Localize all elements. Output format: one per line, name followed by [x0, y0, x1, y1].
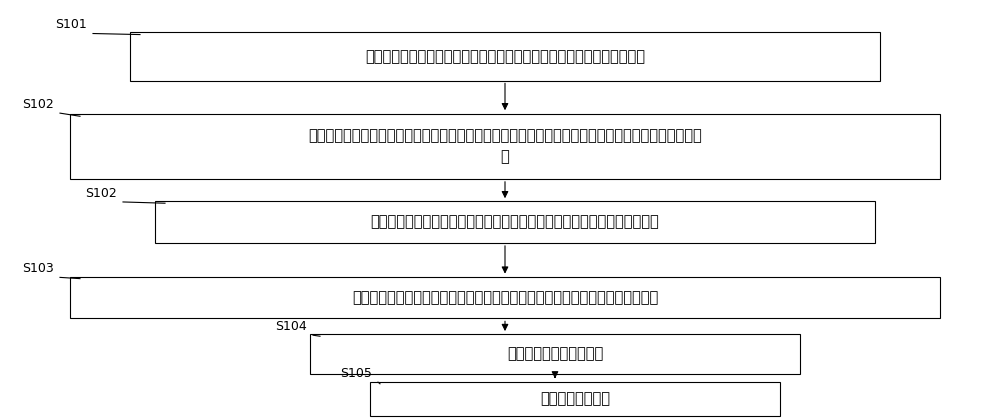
- Text: S102: S102: [22, 98, 54, 111]
- Bar: [70, 277, 940, 318]
- Text: 流面积法计算脉搏波速度: 流面积法计算脉搏波速度: [507, 347, 603, 362]
- Text: 计算动脉血压波形: 计算动脉血压波形: [540, 391, 610, 406]
- Text: 两个超声换能器均发射和接收超声信号，并对接收到的超声信号高频采样: 两个超声换能器均发射和接收超声信号，并对接收到的超声信号高频采样: [365, 49, 645, 64]
- Text: 利用与动脉血管呈夹角设置的超声换能器所接收的超声信号，计算动脉血液流量: 利用与动脉血管呈夹角设置的超声换能器所接收的超声信号，计算动脉血液流量: [352, 290, 658, 305]
- Bar: [70, 114, 940, 179]
- Text: 利用垂直于动脉血管的超声换能器所接收的超声信号，计算动脉的横截面积: 利用垂直于动脉血管的超声换能器所接收的超声信号，计算动脉的横截面积: [371, 215, 659, 230]
- Text: S103: S103: [22, 262, 54, 275]
- Bar: [310, 334, 800, 374]
- Text: S105: S105: [340, 367, 372, 380]
- Text: S104: S104: [275, 320, 307, 333]
- Bar: [155, 201, 875, 243]
- Bar: [130, 33, 880, 80]
- Text: S102: S102: [85, 187, 117, 200]
- Bar: [370, 382, 780, 416]
- Text: S101: S101: [55, 18, 87, 31]
- Text: 将两个超声换能器采集的超声信号进行带通滤波，对滤波后的信号进行希尔伯特变换，将其转化为复信
号: 将两个超声换能器采集的超声信号进行带通滤波，对滤波后的信号进行希尔伯特变换，将其…: [308, 129, 702, 165]
